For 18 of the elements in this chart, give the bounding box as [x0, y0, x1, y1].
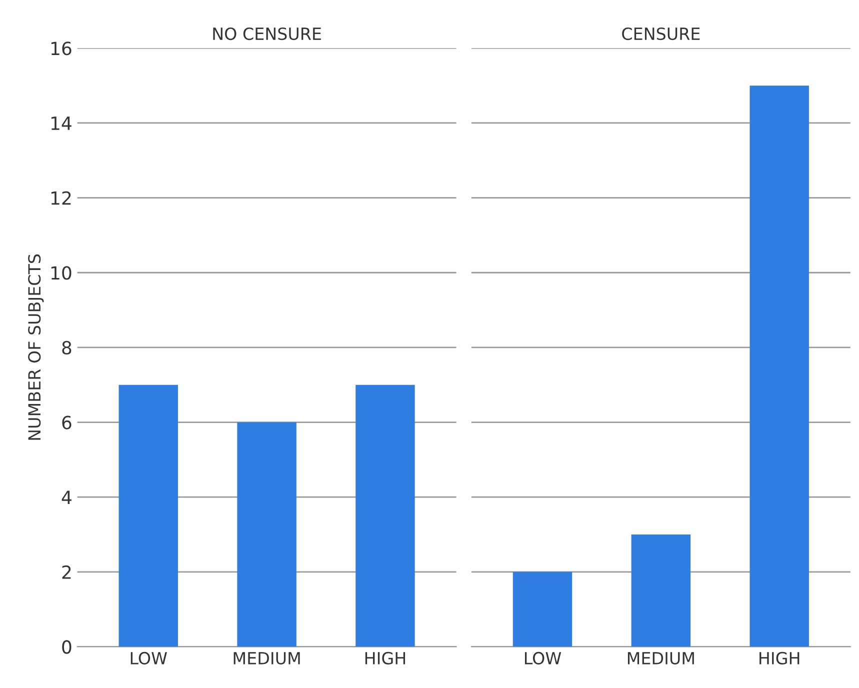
x-tick-label: LOW: [130, 652, 167, 664]
chart-title: NO CENSURE: [213, 27, 321, 40]
y-tick-label: 10: [51, 266, 72, 280]
y-tick-label: 4: [62, 490, 72, 504]
x-tick-label: MEDIUM: [628, 652, 694, 664]
y-tick-label: 0: [62, 640, 72, 654]
y-axis-title: NUMBER OF SUBJECTS: [28, 254, 44, 440]
x-tick-label: MEDIUM: [234, 652, 300, 664]
chart-title: CENSURE: [622, 27, 700, 40]
y-tick-label: 12: [51, 191, 71, 205]
y-tick-label: 6: [62, 416, 72, 430]
y-tick-label: 8: [62, 340, 72, 355]
y-tick-label: 14: [51, 116, 72, 130]
x-tick-label: HIGH: [760, 652, 800, 664]
x-tick-label: LOW: [524, 652, 562, 664]
y-tick-label: 16: [51, 42, 72, 56]
x-tick-label: HIGH: [365, 652, 406, 664]
y-tick-label: 2: [62, 565, 71, 579]
